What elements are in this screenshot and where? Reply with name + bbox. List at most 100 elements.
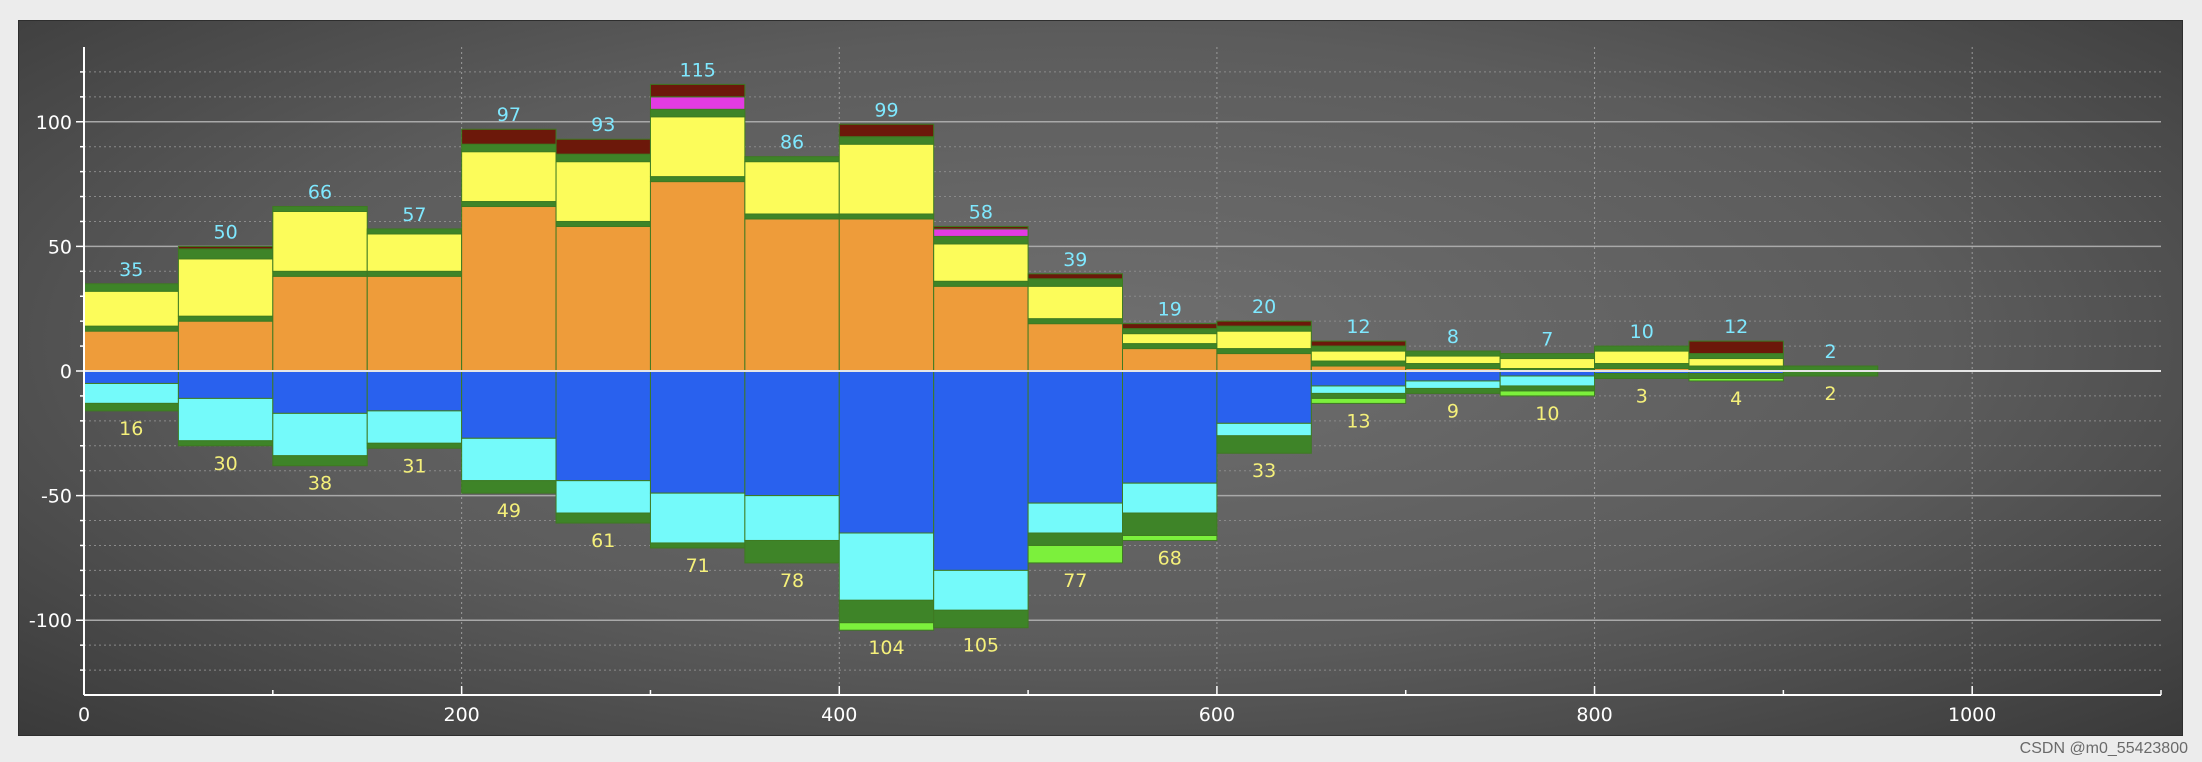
bar-segment-positive: [838, 136, 935, 145]
bar-segment-negative: [1122, 534, 1218, 541]
positive-total-label: 12: [1724, 316, 1748, 338]
bar-segment-positive: [461, 143, 557, 153]
negative-total-label: 78: [780, 570, 804, 592]
positive-total-label: 86: [780, 132, 804, 154]
bar-segment-positive: [1405, 363, 1501, 370]
bar-segment-negative: [649, 542, 746, 549]
bar-segment-negative: [933, 370, 1029, 571]
bar-segment-negative: [1216, 422, 1312, 437]
y-tick-label: 0: [60, 361, 72, 383]
bar-segment-positive: [1027, 323, 1123, 372]
bar-segment-positive: [177, 315, 274, 322]
bar-segment-positive: [649, 96, 746, 110]
bar-segment-positive: [1027, 278, 1123, 287]
x-tick-label: 800: [1576, 704, 1612, 726]
bar-segment-positive: [1499, 353, 1596, 360]
bar-segment-negative: [838, 370, 935, 534]
bar-segment-positive: [366, 228, 463, 235]
x-tick-label: 1000: [1948, 704, 1996, 726]
bar-segment-positive: [649, 176, 746, 183]
negative-total-label: 2: [1825, 383, 1837, 405]
bar-segment-negative: [555, 370, 651, 482]
bar-segment-negative: [838, 622, 935, 631]
bar-segment-negative: [461, 437, 557, 482]
positive-total-label: 97: [497, 104, 521, 126]
bar-segment-positive: [649, 83, 746, 98]
bar-segment-positive: [1310, 345, 1407, 352]
x-tick-label: 600: [1199, 704, 1235, 726]
bar-segment-negative: [1027, 502, 1123, 534]
bar-segment-positive: [555, 138, 651, 155]
bar-segment-positive: [1122, 343, 1218, 350]
positive-total-label: 99: [874, 99, 898, 121]
bar-segment-negative: [1310, 385, 1407, 394]
negative-total-label: 61: [591, 530, 615, 552]
bar-segment-negative: [272, 455, 368, 467]
bar-segment-negative: [744, 539, 840, 564]
positive-total-label: 2: [1825, 341, 1837, 363]
bar-segment-positive: [1027, 318, 1123, 325]
chart-frame: -100 -50 0 50 100 0 200 400 600 800 1000 35 16 50 30 6…: [18, 20, 2183, 736]
negative-total-label: 71: [686, 555, 710, 577]
negative-total-label: 4: [1730, 388, 1742, 410]
bar-segment-negative: [461, 370, 557, 439]
bar-segment-positive: [177, 245, 274, 250]
bar-segment-positive: [933, 280, 1029, 287]
bar-segment-positive: [1688, 353, 1784, 360]
negative-total-label: 16: [119, 418, 143, 440]
bar-segment-negative: [649, 492, 746, 544]
positive-total-label: 39: [1063, 249, 1087, 271]
bar-segment-positive: [83, 330, 179, 372]
bar-segment-positive: [555, 153, 651, 163]
bar-segment-positive: [1310, 340, 1407, 347]
bar-segment-positive: [555, 220, 651, 227]
bar-segment-positive: [272, 275, 368, 372]
bar-segment-negative: [1405, 370, 1501, 382]
bar-segment-negative: [177, 397, 274, 442]
bar-segment-positive: [838, 123, 935, 138]
bar-segment-negative: [1405, 387, 1501, 394]
bar-segment-negative: [744, 495, 840, 541]
bar-segment-negative: [366, 370, 463, 412]
positive-total-label: 58: [969, 201, 993, 223]
bar-segment-positive: [649, 181, 746, 372]
positive-total-label: 10: [1630, 321, 1654, 343]
bar-segment-negative: [1122, 512, 1218, 536]
bar-segment-positive: [1594, 350, 1690, 365]
negative-total-label: 3: [1636, 385, 1648, 407]
bar-segment-negative: [1499, 390, 1596, 397]
grid-lines: [84, 47, 2161, 695]
bar-segment-positive: [933, 225, 1029, 230]
bar-segment-positive: [1310, 350, 1407, 362]
positive-total-label: 50: [214, 221, 238, 243]
bar-segment-positive: [744, 161, 840, 215]
negative-total-label: 68: [1158, 547, 1182, 569]
bar-segment-positive: [1688, 340, 1784, 355]
bar-segment-positive: [555, 161, 651, 222]
bar-segment-positive: [744, 218, 840, 372]
bar-segment-positive: [83, 283, 179, 292]
bar-segment-positive: [933, 228, 1029, 237]
negative-total-label: 49: [497, 500, 521, 522]
bar-segment-negative: [933, 609, 1029, 629]
bar-segment-negative: [1027, 544, 1123, 564]
x-tick-label: 200: [444, 704, 480, 726]
bar-segment-negative: [1310, 397, 1407, 404]
bar-segment-negative: [1499, 385, 1596, 392]
bar-segment-positive: [838, 213, 935, 220]
bar-segment-positive: [461, 151, 557, 203]
bar-segment-positive: [1027, 273, 1123, 280]
bar-segment-negative: [272, 370, 368, 414]
bar-segment-negative: [272, 412, 368, 457]
negative-total-label: 10: [1535, 403, 1559, 425]
x-tick-label: 0: [78, 704, 90, 726]
watermark: CSDN @m0_55423800: [2019, 740, 2188, 757]
bar-segment-positive: [461, 128, 557, 145]
bar-segment-positive: [366, 275, 463, 372]
x-tick-label: 400: [821, 704, 857, 726]
bar-segment-positive: [1405, 350, 1501, 357]
bar-segment-positive: [744, 213, 840, 220]
positive-total-label: 8: [1447, 326, 1459, 348]
bar-segment-positive: [1405, 355, 1501, 365]
